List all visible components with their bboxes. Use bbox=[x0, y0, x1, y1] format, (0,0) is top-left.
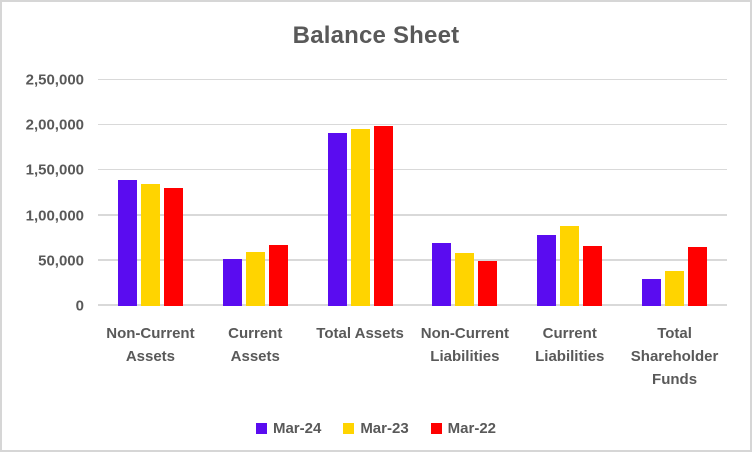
y-tick-label-150000: 1,50,000 bbox=[25, 161, 84, 179]
bar-mar-24-total-assets bbox=[327, 133, 347, 306]
legend-swatch-mar-24 bbox=[255, 423, 267, 434]
gridline-250000 bbox=[98, 78, 727, 80]
bar-mar-22-current-liabilities bbox=[583, 246, 603, 306]
y-tick-label-200000: 2,00,000 bbox=[25, 116, 84, 134]
x-label-total-assets: Total Assets bbox=[316, 325, 404, 342]
legend-swatch-mar-22 bbox=[430, 423, 442, 434]
bar-mar-24-current-assets bbox=[222, 259, 242, 306]
x-axis: Non-Current Assets Current Assets Total As… bbox=[98, 322, 727, 391]
bar-mar-22-total-shareholder-funds bbox=[688, 247, 708, 306]
legend-label-mar-23: Mar-23 bbox=[360, 420, 409, 437]
y-tick-label-0: 0 bbox=[75, 297, 84, 315]
y-tick-label-250000: 2,50,000 bbox=[25, 71, 84, 89]
legend-item-mar-23: Mar-23 bbox=[343, 420, 409, 437]
bar-mar-22-total-assets bbox=[373, 126, 393, 306]
bar-group-total-shareholder-funds bbox=[622, 80, 727, 306]
legend-label-mar-24: Mar-24 bbox=[272, 420, 322, 437]
bar-group-non-current-assets bbox=[98, 80, 203, 306]
legend-label-mar-22: Mar-22 bbox=[447, 420, 497, 437]
bar-mar-23-non-current-assets bbox=[140, 183, 160, 306]
gridline-50000 bbox=[98, 259, 727, 261]
gridline-150000 bbox=[98, 168, 727, 171]
bar-mar-24-total-shareholder-funds bbox=[642, 278, 662, 306]
x-label-current-assets: Current Assets bbox=[228, 325, 283, 365]
bar-mar-23-current-assets bbox=[245, 251, 265, 306]
x-label-current-liabilities: Current Liabilities bbox=[535, 325, 605, 365]
legend: Mar-24 Mar-23 Mar-22 bbox=[2, 420, 750, 437]
bar-mar-23-non-current-liabilities bbox=[455, 252, 475, 306]
legend-swatch-mar-23 bbox=[343, 423, 355, 434]
bar-group-current-liabilities bbox=[517, 80, 622, 306]
x-label-total-shareholder-funds: Total Shareholder Funds bbox=[630, 325, 719, 388]
x-label-non-current-assets: Non-Current Assets bbox=[106, 325, 195, 365]
gridline-0 bbox=[98, 304, 727, 306]
bar-mar-22-non-current-assets bbox=[163, 188, 183, 306]
bar-groups bbox=[98, 80, 727, 306]
y-tick-label-50000: 50,000 bbox=[38, 252, 84, 270]
bar-mar-24-non-current-liabilities bbox=[432, 242, 452, 306]
legend-item-mar-22: Mar-22 bbox=[430, 420, 497, 437]
bar-mar-23-current-liabilities bbox=[560, 225, 580, 306]
bar-group-current-assets bbox=[203, 80, 308, 306]
bar-mar-23-total-assets bbox=[350, 128, 370, 306]
gridline-100000 bbox=[98, 214, 727, 216]
bar-mar-24-current-liabilities bbox=[537, 234, 557, 306]
gridline-200000 bbox=[98, 123, 727, 126]
bar-mar-23-total-shareholder-funds bbox=[665, 270, 685, 306]
x-label-non-current-liabilities: Non-Current Liabilities bbox=[420, 325, 510, 365]
y-axis: 0 50,000 1,00,000 1,50,000 2,00,000 2,50,000 bbox=[2, 72, 90, 315]
bar-mar-22-non-current-liabilities bbox=[478, 260, 498, 306]
legend-item-mar-24: Mar-24 bbox=[255, 420, 322, 437]
bar-mar-24-non-current-assets bbox=[117, 180, 137, 306]
y-tick-label-100000: 1,00,000 bbox=[25, 207, 84, 225]
chart-title: Balance Sheet bbox=[292, 22, 460, 49]
bar-group-non-current-liabilities bbox=[412, 80, 517, 306]
bar-group-total-assets bbox=[308, 80, 413, 306]
bar-mar-22-current-assets bbox=[268, 244, 288, 306]
plot-area bbox=[98, 78, 727, 306]
